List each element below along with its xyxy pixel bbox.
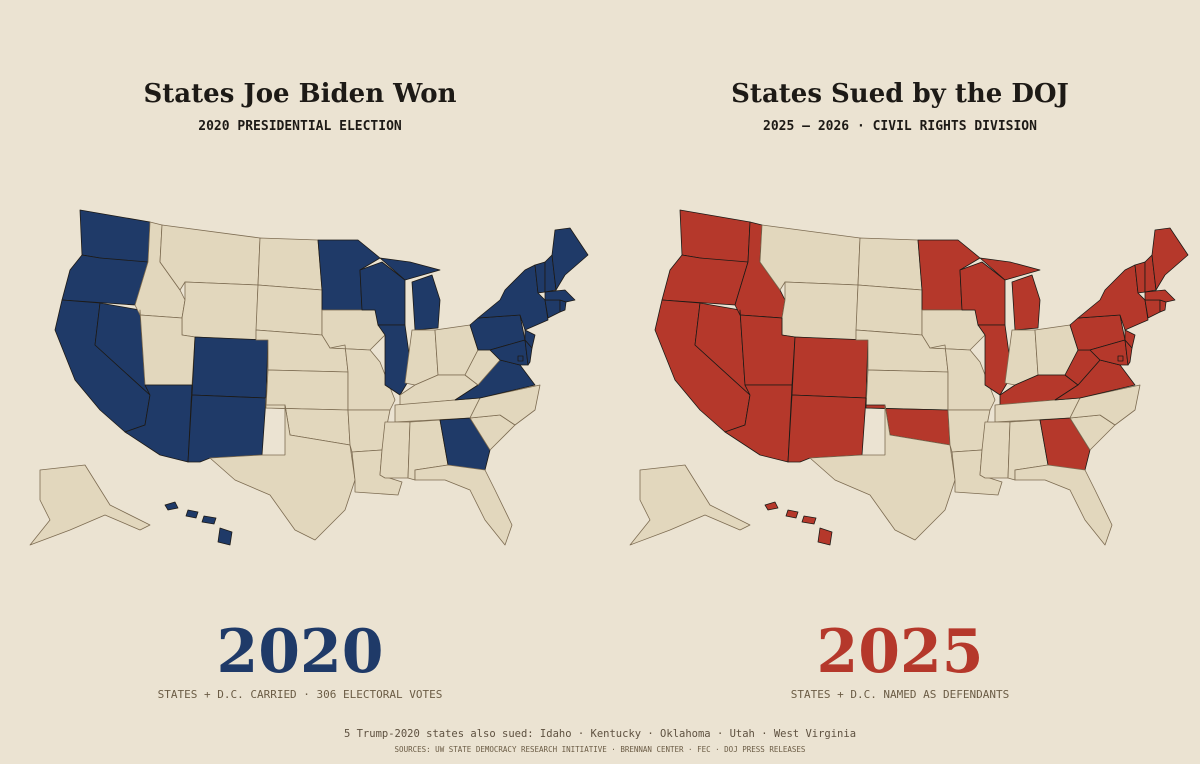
state [785,509,799,519]
state [517,355,524,362]
state [321,309,386,351]
state [865,369,949,411]
state [791,336,869,399]
state [524,329,536,349]
state [764,501,779,511]
state [629,464,751,546]
state [1151,227,1189,291]
state [724,384,793,463]
state [29,464,151,546]
state [781,281,859,341]
right-year: 2025 [817,617,984,687]
sources: SOURCES: UW STATE DEMOCRACY RESEARCH INI… [395,745,806,754]
state [787,394,867,463]
state [217,527,233,546]
state [379,257,441,281]
state [1014,464,1113,546]
right-title: States Sued by the DOJ [731,79,1069,109]
state [414,464,513,546]
footer-note: 5 Trump-2020 states also sued: Idaho · K… [344,728,856,740]
state [181,281,259,341]
state [255,284,323,336]
map-left [29,209,589,546]
state [164,501,179,511]
state [187,394,267,463]
state [379,421,411,479]
state [801,515,817,525]
state [857,237,923,291]
state [979,257,1041,281]
state [257,237,323,291]
state [544,289,576,303]
state [124,384,193,463]
state [1144,289,1176,303]
state [1117,355,1124,362]
state [411,274,441,331]
state [209,404,356,541]
state [809,404,956,541]
state [921,309,986,351]
left-title: States Joe Biden Won [144,79,457,109]
left-subtitle: 2020 PRESIDENTIAL ELECTION [198,119,402,134]
state [201,515,217,525]
state [551,227,589,291]
state [817,527,833,546]
state [185,509,199,519]
left-caption: STATES + D.C. CARRIED · 306 ELECTORAL VO… [158,688,443,701]
right-caption: STATES + D.C. NAMED AS DEFENDANTS [791,688,1010,701]
state [1124,329,1136,349]
state [1011,274,1041,331]
state [191,336,269,399]
right-subtitle: 2025 – 2026 · CIVIL RIGHTS DIVISION [763,119,1037,134]
map-right [629,209,1189,546]
left-year: 2020 [217,617,384,687]
state [265,369,349,411]
state [979,421,1011,479]
state [855,284,923,336]
